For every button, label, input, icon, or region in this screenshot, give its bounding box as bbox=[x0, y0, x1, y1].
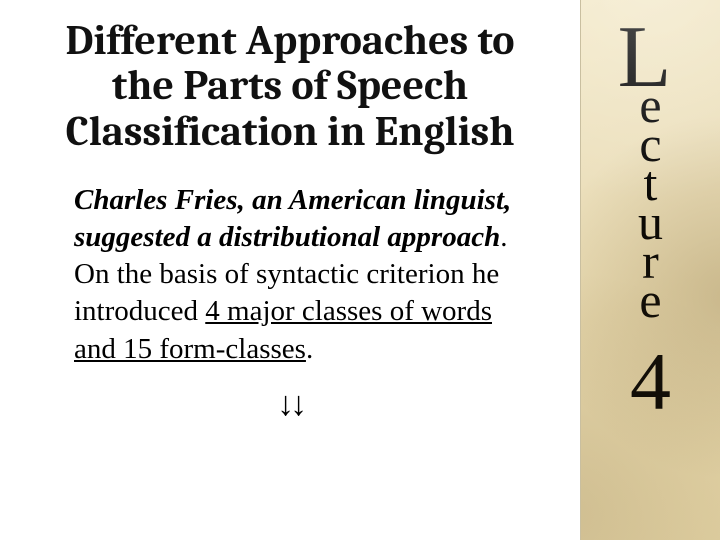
slide-title: Different Approaches to the Parts of Spe… bbox=[24, 18, 556, 154]
down-arrows: ↓↓ bbox=[24, 386, 556, 424]
body-paragraph: Charles Fries, an American linguist, sug… bbox=[24, 182, 556, 368]
title-heading: Different Approaches to the Parts of Spe… bbox=[24, 18, 556, 154]
para-run-end: . bbox=[306, 333, 313, 365]
side-panel: L e c t u r e 4 bbox=[580, 0, 720, 540]
main-panel: Different Approaches to the Parts of Spe… bbox=[0, 0, 580, 540]
title-line-3: Classification in English bbox=[66, 107, 515, 156]
lecture-letter-e2: e bbox=[639, 278, 661, 323]
lecture-number: 4 bbox=[630, 345, 671, 419]
title-line-1: Different Approaches to bbox=[65, 16, 514, 65]
title-line-2: the Parts of Speech bbox=[112, 61, 468, 110]
para-run-lead: Charles Fries, an American linguist, sug… bbox=[74, 184, 511, 253]
